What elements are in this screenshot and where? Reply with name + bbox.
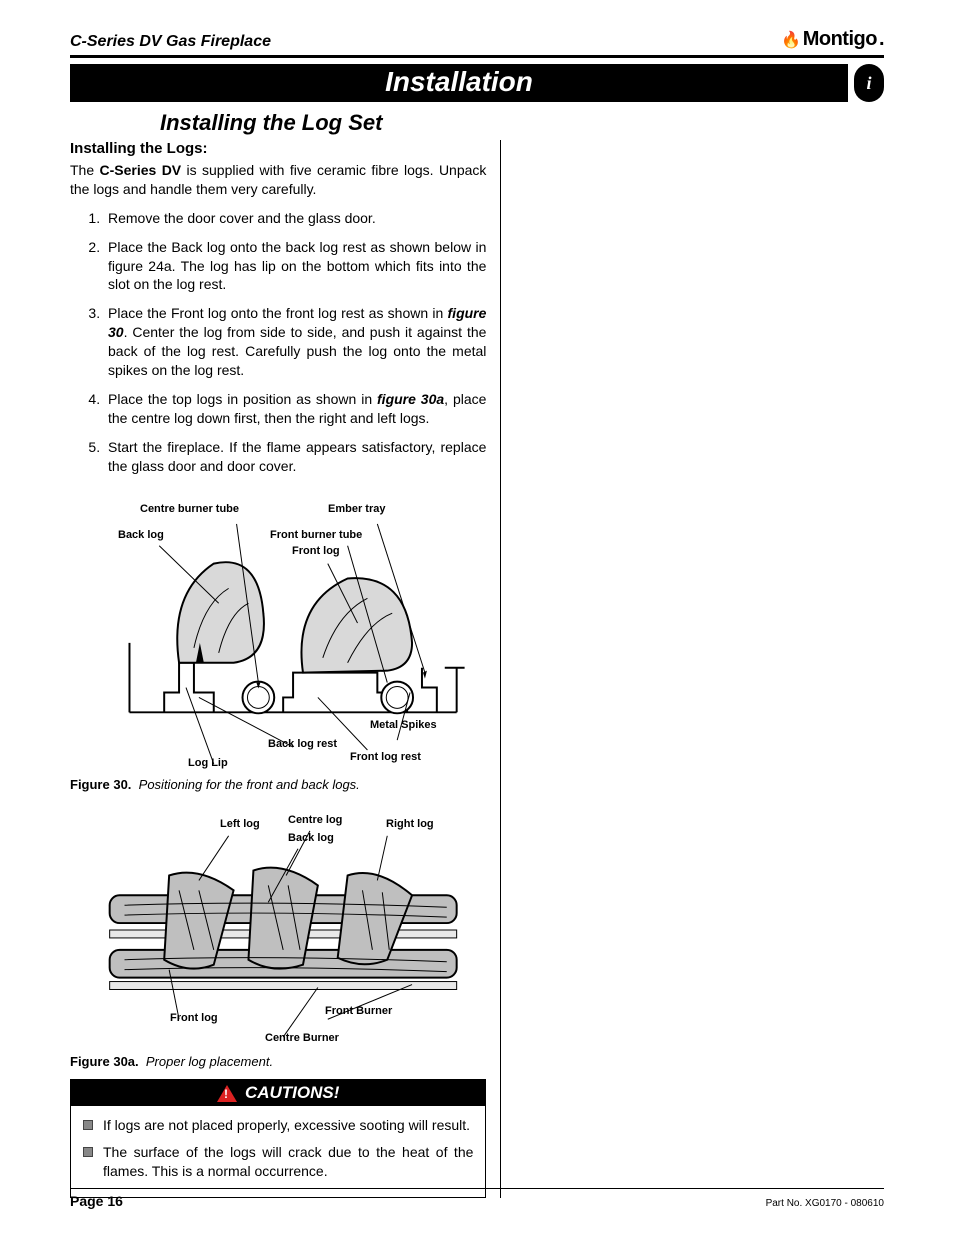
- figure-30-caption: Figure 30. Positioning for the front and…: [70, 777, 486, 792]
- square-bullet-icon: [83, 1147, 93, 1157]
- figure-30a-caption: Figure 30a. Proper log placement.: [70, 1054, 486, 1069]
- info-icon: i: [854, 64, 884, 102]
- warning-icon: [217, 1085, 237, 1102]
- label-centre-burner-tube: Centre burner tube: [140, 503, 239, 515]
- part-number: Part No. XG0170 - 080610: [766, 1198, 884, 1209]
- label-centre-burner: Centre Burner: [265, 1032, 339, 1044]
- figure-30a: Left log Centre log Back log Right log F…: [70, 810, 486, 1069]
- label-front-log-rest: Front log rest: [350, 751, 421, 763]
- page-footer: Page 16 Part No. XG0170 - 080610: [70, 1188, 884, 1209]
- label-left-log: Left log: [220, 818, 260, 830]
- banner-row: Installation i: [70, 64, 884, 102]
- brand-logo: 🔥 Montigo.: [781, 28, 884, 51]
- label-back-log: Back log: [118, 529, 164, 541]
- header-bar: C-Series DV Gas Fireplace 🔥 Montigo.: [70, 28, 884, 58]
- caution-item: If logs are not placed properly, excessi…: [83, 1116, 473, 1135]
- label-centre-log: Centre log: [288, 814, 342, 826]
- steps-list: Remove the door cover and the glass door…: [70, 209, 486, 476]
- left-column: Installing the Logs: The C-Series DV is …: [70, 140, 501, 1198]
- label-metal-spikes: Metal Spikes: [370, 719, 437, 731]
- label-right-log: Right log: [386, 818, 434, 830]
- label-back-log-30a: Back log: [288, 832, 334, 844]
- step-item: Place the Back log onto the back log res…: [104, 238, 486, 295]
- step-item: Place the top logs in position as shown …: [104, 390, 486, 428]
- label-front-burner: Front Burner: [325, 1005, 392, 1017]
- label-log-lip: Log Lip: [188, 757, 228, 769]
- label-front-log-30a: Front log: [170, 1012, 218, 1024]
- brand-text: Montigo: [803, 28, 877, 51]
- section-title: Installing the Log Set: [160, 110, 884, 136]
- page-number: Page 16: [70, 1193, 123, 1209]
- right-column: [501, 140, 884, 1198]
- caution-text: If logs are not placed properly, excessi…: [103, 1116, 470, 1135]
- flame-icon: 🔥: [781, 30, 800, 50]
- cautions-list: If logs are not placed properly, excessi…: [71, 1106, 485, 1197]
- label-ember-tray: Ember tray: [328, 503, 385, 515]
- caution-text: The surface of the logs will crack due t…: [103, 1143, 473, 1181]
- product-title: C-Series DV Gas Fireplace: [70, 33, 271, 51]
- step-item: Place the Front log onto the front log r…: [104, 304, 486, 380]
- section-banner: Installation: [70, 64, 848, 102]
- step-item: Remove the door cover and the glass door…: [104, 209, 486, 228]
- step-item: Start the fireplace. If the flame appear…: [104, 438, 486, 476]
- figure-30: Centre burner tube Ember tray Back log F…: [70, 493, 486, 792]
- cautions-box: CAUTIONS! If logs are not placed properl…: [70, 1079, 486, 1198]
- caution-item: The surface of the logs will crack due t…: [83, 1143, 473, 1181]
- cautions-heading: CAUTIONS!: [71, 1080, 485, 1106]
- cautions-heading-text: CAUTIONS!: [245, 1083, 339, 1103]
- figure-30a-diagram: Left log Centre log Back log Right log F…: [70, 810, 486, 1050]
- intro-paragraph: The C-Series DV is supplied with five ce…: [70, 161, 486, 199]
- label-front-burner-tube: Front burner tube: [270, 529, 362, 541]
- subsection-head: Installing the Logs:: [70, 140, 486, 157]
- figure-30-diagram: Centre burner tube Ember tray Back log F…: [70, 493, 486, 773]
- label-back-log-rest: Back log rest: [268, 738, 337, 750]
- label-front-log: Front log: [292, 545, 340, 557]
- square-bullet-icon: [83, 1120, 93, 1130]
